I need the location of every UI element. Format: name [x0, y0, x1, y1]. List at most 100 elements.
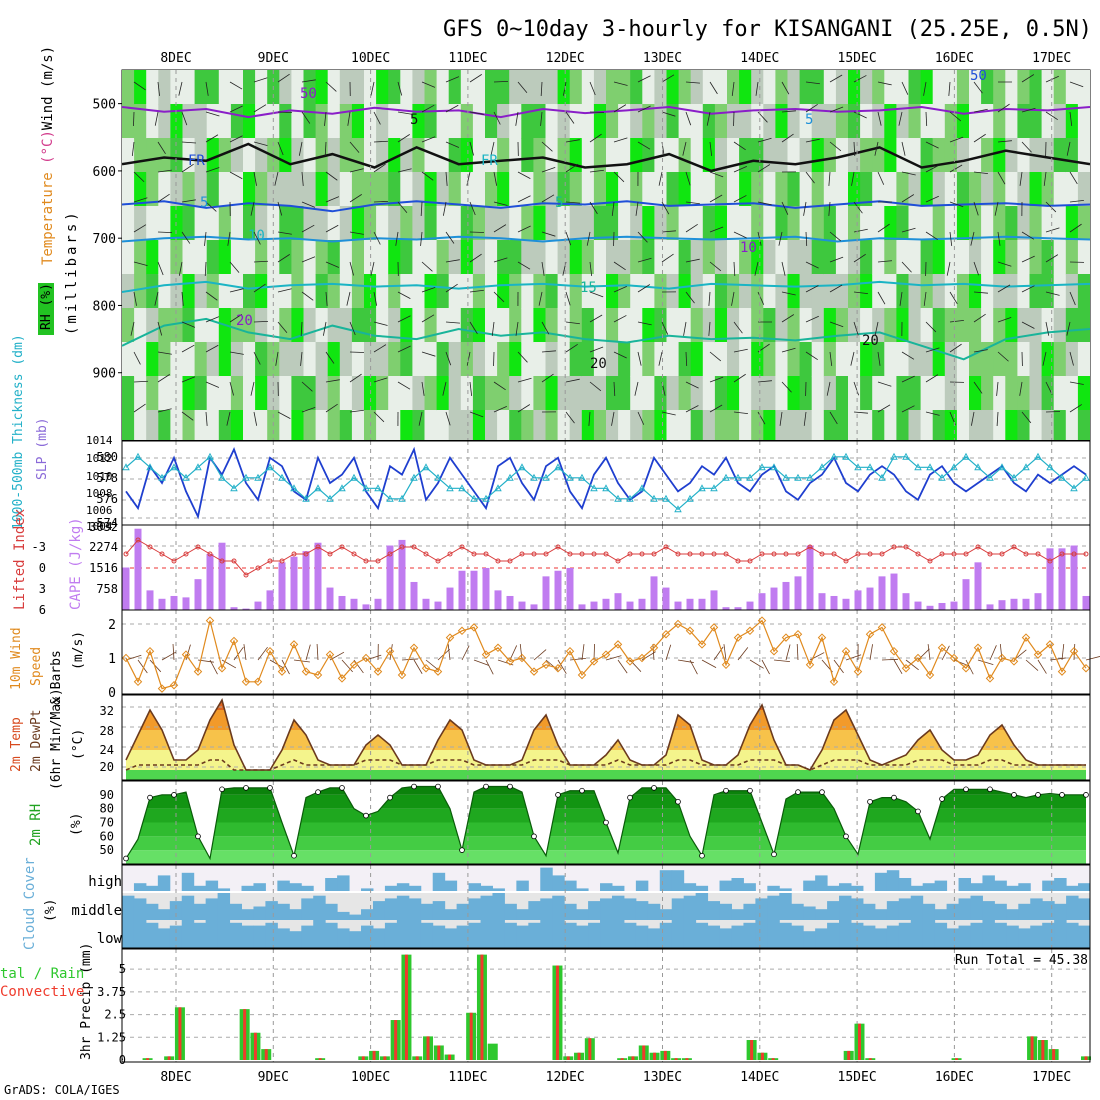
rh-cell	[545, 206, 559, 241]
rh-cell	[969, 342, 982, 377]
wind-barb	[973, 349, 988, 353]
rh-cell	[678, 240, 692, 275]
rh-cell	[714, 376, 728, 411]
cloud-cell	[588, 922, 601, 948]
rh-cell	[848, 172, 861, 207]
rh-cell	[727, 308, 740, 343]
wind-barb	[541, 231, 556, 237]
rh-cell	[400, 410, 413, 440]
wind-speed-point	[613, 640, 623, 649]
wind-frame	[121, 609, 1091, 695]
wind-barb	[442, 201, 447, 216]
rh-cell	[327, 376, 341, 411]
wind-speed-point	[421, 663, 431, 673]
wind-barb	[1045, 321, 1050, 336]
wind-speed-point	[865, 629, 875, 639]
rh-cell	[872, 138, 885, 173]
cloud-cell	[970, 883, 983, 891]
rh-cell	[606, 342, 619, 377]
cape-bar	[986, 604, 994, 610]
rh-cell	[932, 104, 946, 139]
thickness-point	[662, 494, 670, 502]
cloud-cell	[791, 925, 804, 948]
cloud-cell	[122, 920, 135, 948]
thickness-axis-label: 1000-500mb Thickness (dm)	[11, 334, 26, 530]
cloud-cell	[540, 867, 553, 891]
cloud-cell	[301, 885, 314, 891]
rh-cell	[134, 308, 147, 343]
rh-cell	[158, 240, 171, 275]
rh-cell	[581, 70, 595, 105]
rh-cell	[630, 206, 643, 241]
rh-cell	[606, 104, 619, 139]
wind-barb	[373, 231, 381, 245]
lifted-index-point	[891, 544, 897, 550]
rh-cell	[376, 138, 389, 173]
rh-cell	[811, 70, 825, 105]
slp-line	[125, 446, 1087, 520]
cloud-cell	[982, 920, 995, 948]
rh-cell	[569, 376, 583, 411]
wind-barb	[301, 201, 316, 208]
rh-cell	[521, 206, 534, 241]
rh-cell	[243, 376, 256, 411]
rh-cell	[666, 376, 680, 411]
rh-cell	[303, 308, 317, 343]
rh-cell	[799, 172, 813, 207]
wind-barb	[493, 405, 507, 413]
contour-label: 20	[590, 356, 607, 372]
wind-barb	[709, 376, 724, 383]
rh-cell	[714, 240, 728, 275]
rh-cell	[291, 240, 305, 275]
wind-barb	[901, 261, 912, 273]
rh-cell	[557, 70, 571, 105]
cloud-cell	[803, 880, 816, 891]
cloud-cell	[1078, 898, 1091, 920]
rh-cell	[376, 240, 389, 275]
cloud-cell	[671, 870, 685, 891]
rh-cell	[545, 274, 559, 309]
wind-speed-point	[529, 667, 539, 676]
rh-cell	[230, 240, 244, 275]
rh-cell	[751, 172, 764, 207]
rh-cell	[860, 172, 873, 207]
precip-convective-bar	[383, 1056, 387, 1060]
cloud-cell	[922, 903, 936, 920]
cloud-cell	[528, 922, 541, 948]
wind-barb	[565, 343, 578, 353]
rh-cell	[206, 172, 220, 207]
cloud-cell	[1018, 928, 1031, 948]
run-total-label: Run Total = 45.38	[955, 953, 1088, 968]
wind-barb	[973, 133, 986, 143]
wind-barb	[853, 253, 866, 263]
wind-speed-point	[229, 636, 239, 646]
wind-barb	[661, 253, 674, 263]
wind-barb	[1049, 657, 1066, 661]
wind-barb	[709, 404, 723, 413]
lifted-index-point	[291, 551, 297, 557]
rh-cell	[339, 70, 353, 105]
cloud-cell	[564, 880, 577, 891]
cape-bar	[1034, 593, 1042, 610]
contour-label: 10	[740, 240, 757, 256]
rh-cell	[557, 172, 571, 207]
rh-cell	[763, 172, 776, 207]
rh-cell	[666, 70, 680, 105]
wind-barb	[901, 405, 915, 413]
rh-cell	[739, 274, 752, 309]
rh-cell	[823, 138, 837, 173]
rh-cell	[315, 172, 329, 207]
cape-bar	[746, 601, 754, 610]
wind-barb	[181, 231, 191, 244]
wind-barb	[445, 171, 448, 186]
wind-barb	[829, 74, 843, 83]
rh-cell	[158, 342, 171, 377]
rh-cell	[727, 376, 740, 411]
rh-cell	[557, 308, 571, 343]
rh-cell	[497, 206, 510, 241]
rh-point	[651, 785, 657, 791]
contour-label: 5	[805, 112, 813, 128]
wind-barb	[133, 403, 146, 413]
